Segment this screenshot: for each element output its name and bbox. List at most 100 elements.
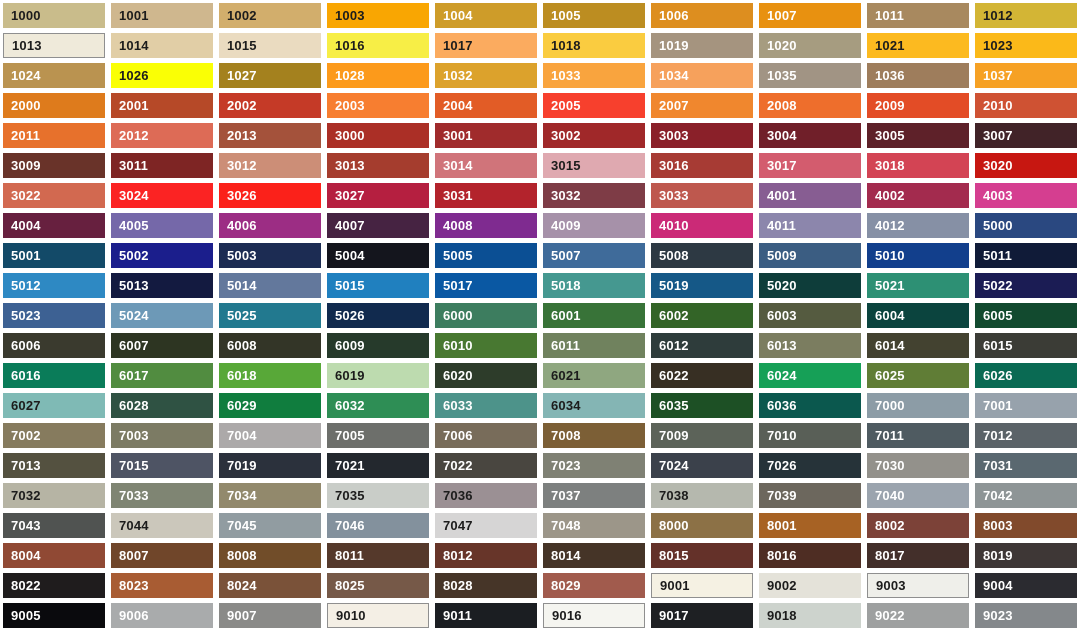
swatch-7037[interactable]: 7037: [543, 483, 645, 508]
swatch-3020[interactable]: 3020: [975, 153, 1077, 178]
swatch-1027[interactable]: 1027: [219, 63, 321, 88]
swatch-7019[interactable]: 7019: [219, 453, 321, 478]
swatch-1033[interactable]: 1033: [543, 63, 645, 88]
swatch-8002[interactable]: 8002: [867, 513, 969, 538]
swatch-6003[interactable]: 6003: [759, 303, 861, 328]
swatch-7042[interactable]: 7042: [975, 483, 1077, 508]
swatch-4006[interactable]: 4006: [219, 213, 321, 238]
swatch-1037[interactable]: 1037: [975, 63, 1077, 88]
swatch-7021[interactable]: 7021: [327, 453, 429, 478]
swatch-8004[interactable]: 8004: [3, 543, 105, 568]
swatch-3018[interactable]: 3018: [867, 153, 969, 178]
swatch-7035[interactable]: 7035: [327, 483, 429, 508]
swatch-7012[interactable]: 7012: [975, 423, 1077, 448]
swatch-5000[interactable]: 5000: [975, 213, 1077, 238]
swatch-3002[interactable]: 3002: [543, 123, 645, 148]
swatch-9007[interactable]: 9007: [219, 603, 321, 628]
swatch-5001[interactable]: 5001: [3, 243, 105, 268]
swatch-7006[interactable]: 7006: [435, 423, 537, 448]
swatch-6024[interactable]: 6024: [759, 363, 861, 388]
swatch-7036[interactable]: 7036: [435, 483, 537, 508]
swatch-4005[interactable]: 4005: [111, 213, 213, 238]
swatch-6027[interactable]: 6027: [3, 393, 105, 418]
swatch-6000[interactable]: 6000: [435, 303, 537, 328]
swatch-8001[interactable]: 8001: [759, 513, 861, 538]
swatch-3011[interactable]: 3011: [111, 153, 213, 178]
swatch-3013[interactable]: 3013: [327, 153, 429, 178]
swatch-1015[interactable]: 1015: [219, 33, 321, 58]
swatch-6016[interactable]: 6016: [3, 363, 105, 388]
swatch-7000[interactable]: 7000: [867, 393, 969, 418]
swatch-3026[interactable]: 3026: [219, 183, 321, 208]
swatch-5018[interactable]: 5018: [543, 273, 645, 298]
swatch-1021[interactable]: 1021: [867, 33, 969, 58]
swatch-2012[interactable]: 2012: [111, 123, 213, 148]
swatch-1000[interactable]: 1000: [3, 3, 105, 28]
swatch-6001[interactable]: 6001: [543, 303, 645, 328]
swatch-5013[interactable]: 5013: [111, 273, 213, 298]
swatch-5026[interactable]: 5026: [327, 303, 429, 328]
swatch-7030[interactable]: 7030: [867, 453, 969, 478]
swatch-5020[interactable]: 5020: [759, 273, 861, 298]
swatch-6033[interactable]: 6033: [435, 393, 537, 418]
swatch-5007[interactable]: 5007: [543, 243, 645, 268]
swatch-6022[interactable]: 6022: [651, 363, 753, 388]
swatch-4004[interactable]: 4004: [3, 213, 105, 238]
swatch-5025[interactable]: 5025: [219, 303, 321, 328]
swatch-7005[interactable]: 7005: [327, 423, 429, 448]
swatch-6028[interactable]: 6028: [111, 393, 213, 418]
swatch-7008[interactable]: 7008: [543, 423, 645, 448]
swatch-3031[interactable]: 3031: [435, 183, 537, 208]
swatch-3014[interactable]: 3014: [435, 153, 537, 178]
swatch-9004[interactable]: 9004: [975, 573, 1077, 598]
swatch-1011[interactable]: 1011: [867, 3, 969, 28]
swatch-4001[interactable]: 4001: [759, 183, 861, 208]
swatch-9018[interactable]: 9018: [759, 603, 861, 628]
swatch-6006[interactable]: 6006: [3, 333, 105, 358]
swatch-5005[interactable]: 5005: [435, 243, 537, 268]
swatch-3017[interactable]: 3017: [759, 153, 861, 178]
swatch-6018[interactable]: 6018: [219, 363, 321, 388]
swatch-2008[interactable]: 2008: [759, 93, 861, 118]
swatch-4008[interactable]: 4008: [435, 213, 537, 238]
swatch-1020[interactable]: 1020: [759, 33, 861, 58]
swatch-5015[interactable]: 5015: [327, 273, 429, 298]
swatch-7009[interactable]: 7009: [651, 423, 753, 448]
swatch-4003[interactable]: 4003: [975, 183, 1077, 208]
swatch-7039[interactable]: 7039: [759, 483, 861, 508]
swatch-8008[interactable]: 8008: [219, 543, 321, 568]
swatch-4002[interactable]: 4002: [867, 183, 969, 208]
swatch-1001[interactable]: 1001: [111, 3, 213, 28]
swatch-9016[interactable]: 9016: [543, 603, 645, 628]
swatch-8000[interactable]: 8000: [651, 513, 753, 538]
swatch-2010[interactable]: 2010: [975, 93, 1077, 118]
swatch-3003[interactable]: 3003: [651, 123, 753, 148]
swatch-6020[interactable]: 6020: [435, 363, 537, 388]
swatch-8024[interactable]: 8024: [219, 573, 321, 598]
swatch-7043[interactable]: 7043: [3, 513, 105, 538]
swatch-9011[interactable]: 9011: [435, 603, 537, 628]
swatch-6032[interactable]: 6032: [327, 393, 429, 418]
swatch-4010[interactable]: 4010: [651, 213, 753, 238]
swatch-5003[interactable]: 5003: [219, 243, 321, 268]
swatch-7046[interactable]: 7046: [327, 513, 429, 538]
swatch-7013[interactable]: 7013: [3, 453, 105, 478]
swatch-8003[interactable]: 8003: [975, 513, 1077, 538]
swatch-7002[interactable]: 7002: [3, 423, 105, 448]
swatch-6004[interactable]: 6004: [867, 303, 969, 328]
swatch-5017[interactable]: 5017: [435, 273, 537, 298]
swatch-9017[interactable]: 9017: [651, 603, 753, 628]
swatch-2009[interactable]: 2009: [867, 93, 969, 118]
swatch-8023[interactable]: 8023: [111, 573, 213, 598]
swatch-6034[interactable]: 6034: [543, 393, 645, 418]
swatch-7026[interactable]: 7026: [759, 453, 861, 478]
swatch-7001[interactable]: 7001: [975, 393, 1077, 418]
swatch-7033[interactable]: 7033: [111, 483, 213, 508]
swatch-9002[interactable]: 9002: [759, 573, 861, 598]
swatch-4012[interactable]: 4012: [867, 213, 969, 238]
swatch-9006[interactable]: 9006: [111, 603, 213, 628]
swatch-1023[interactable]: 1023: [975, 33, 1077, 58]
swatch-7004[interactable]: 7004: [219, 423, 321, 448]
swatch-1026[interactable]: 1026: [111, 63, 213, 88]
swatch-1005[interactable]: 1005: [543, 3, 645, 28]
